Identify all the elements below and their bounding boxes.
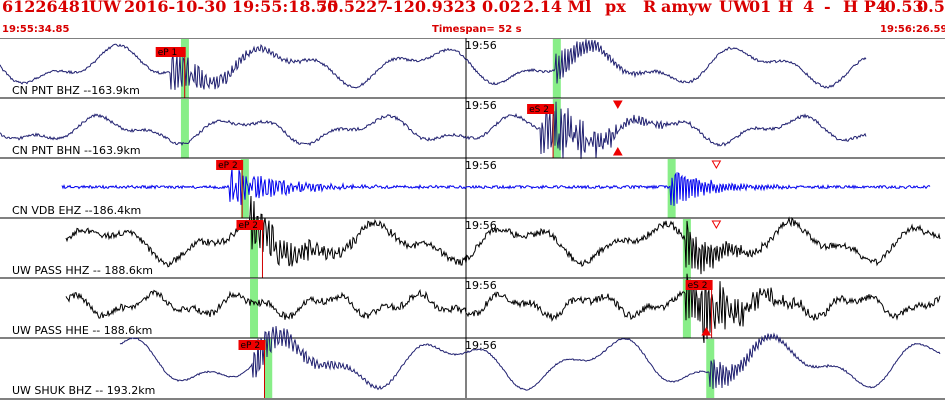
value-2: 0.55 bbox=[917, 0, 945, 16]
start-time: 19:55:34.85 bbox=[2, 24, 70, 35]
arrival-marker bbox=[264, 339, 273, 398]
arrival-marker bbox=[180, 99, 189, 158]
station-label: UW PASS HHE -- 188.6km bbox=[12, 324, 152, 337]
event-id: 61226481 bbox=[2, 0, 92, 16]
waveform bbox=[65, 195, 941, 275]
station-network: UW bbox=[719, 0, 751, 16]
station-label: UW SHUK BHZ -- 193.2km bbox=[12, 384, 155, 397]
flag-2: 4 bbox=[803, 0, 815, 16]
trace-panel: 19:56 eP 1 CN PNT BHZ --163.9km bbox=[0, 38, 945, 98]
event-code-2: R bbox=[643, 0, 657, 16]
phase-pick bbox=[527, 104, 555, 114]
trace-panel: 19:56 eP 2 UW SHUK BHZ -- 193.2km bbox=[0, 326, 945, 398]
time-window-bar: 19:55:34.85 Timespan= 52 s 19:56:26.59 bbox=[0, 24, 945, 38]
event-longitude: -120.9323 bbox=[386, 0, 477, 16]
event-latitude: 50.5227 bbox=[316, 0, 389, 16]
minute-label: 19:56 bbox=[465, 159, 497, 172]
waveform bbox=[0, 39, 867, 90]
minute-label: 19:56 bbox=[465, 99, 497, 112]
station-label: CN VDB EHZ --186.4km bbox=[12, 204, 141, 217]
minute-label: 19:56 bbox=[465, 279, 497, 292]
phase-pick-label: eP 1 bbox=[158, 48, 178, 58]
end-time: 19:56:26.59 bbox=[880, 24, 945, 35]
event-code-3: amyw bbox=[661, 0, 712, 16]
event-summary-header: 61226481 UW 2016-10-30 19:55:18.75 50.52… bbox=[0, 0, 945, 22]
minute-label: 19:56 bbox=[465, 339, 497, 352]
waveform bbox=[0, 101, 867, 160]
phase-pick-label: eS 2 bbox=[688, 281, 708, 291]
arrival-marker bbox=[682, 279, 691, 338]
value-1: -0.53 bbox=[878, 0, 924, 16]
flag-4: H P4 bbox=[843, 0, 887, 16]
event-depth: 0.02 bbox=[482, 0, 521, 16]
minute-label: 19:56 bbox=[465, 39, 497, 52]
arrival-triangle bbox=[701, 326, 712, 336]
station-label: CN PNT BHZ --163.9km bbox=[12, 84, 140, 97]
station-number: 01 bbox=[749, 0, 772, 16]
seismogram-traces[interactable]: 19:56 eP 1 CN PNT BHZ --163.9km 19:56 eS 2 CN… bbox=[0, 38, 945, 400]
flag-3: - bbox=[824, 0, 831, 16]
event-magnitude: 2.14 Ml bbox=[523, 0, 592, 16]
phase-pick bbox=[236, 220, 264, 230]
phase-pick-label: eP 2 bbox=[218, 161, 238, 171]
trace-panel: 19:56 eS 2 CN PNT BHN --163.9km bbox=[0, 97, 945, 160]
phase-pick bbox=[685, 280, 713, 290]
trace-panel: 19:56 eP 2 CN VDB EHZ --186.4km bbox=[0, 157, 945, 218]
arrival-marker bbox=[250, 279, 259, 338]
arrival-marker bbox=[250, 219, 259, 278]
phase-pick-label: eP 2 bbox=[238, 221, 258, 231]
waveform bbox=[65, 273, 941, 343]
event-datetime: 2016-10-30 19:55:18.75 bbox=[124, 0, 339, 16]
station-label: UW PASS HHZ -- 188.6km bbox=[12, 264, 153, 277]
phase-pick-label: eP 2 bbox=[241, 341, 261, 351]
arrival-marker bbox=[240, 159, 249, 218]
arrival-triangle bbox=[711, 160, 722, 170]
trace-panel: 19:56 eS 2 UW PASS HHE -- 188.6km bbox=[0, 273, 945, 343]
waveform bbox=[61, 167, 931, 206]
arrival-triangle bbox=[711, 220, 722, 230]
trace-panel: 19:56 eP 2 UW PASS HHZ -- 188.6km bbox=[0, 195, 945, 278]
phase-pick bbox=[155, 47, 186, 57]
event-network: UW bbox=[89, 0, 121, 16]
phase-pick bbox=[216, 160, 244, 170]
minute-label: 19:56 bbox=[465, 219, 497, 232]
phase-pick-label: eS 2 bbox=[529, 105, 549, 115]
arrival-triangle bbox=[612, 100, 623, 110]
station-label: CN PNT BHN --163.9km bbox=[12, 144, 141, 157]
flag-1: H bbox=[778, 0, 794, 16]
event-code-1: px bbox=[605, 0, 626, 16]
phase-pick bbox=[238, 340, 266, 350]
waveform bbox=[119, 326, 941, 391]
timespan: Timespan= 52 s bbox=[432, 24, 522, 35]
arrival-triangle bbox=[612, 146, 623, 156]
